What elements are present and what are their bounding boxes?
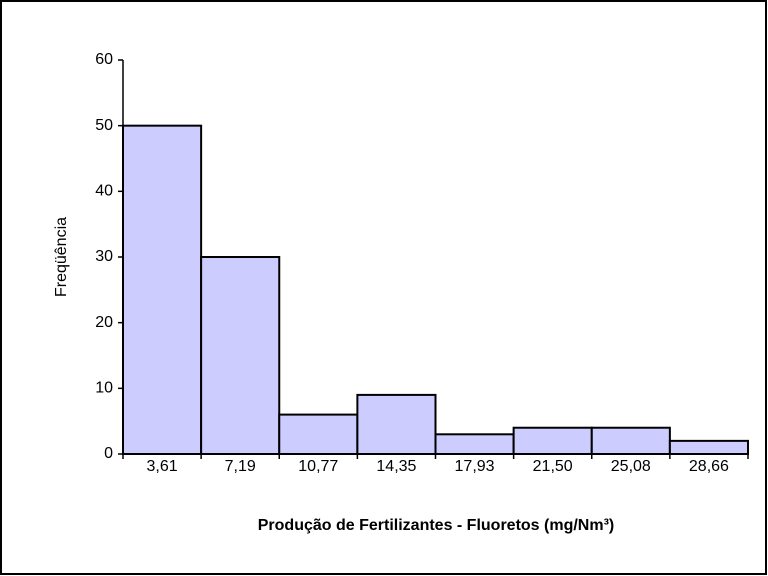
bar [356,393,437,455]
y-tick-label: 60 [95,51,113,68]
bar [200,256,281,455]
bar [122,124,203,456]
bar [278,413,359,456]
y-tick-label: 30 [95,248,113,265]
bar [434,433,515,455]
x-tick-label: 21,50 [533,458,573,475]
y-tick-label: 40 [95,183,113,200]
y-tick-label: 50 [95,117,113,134]
y-tick-label: 0 [104,445,113,462]
x-tick-label: 10,77 [298,458,338,475]
x-axis-title: Produção de Fertilizantes - Fluoretos (m… [258,517,614,534]
bar [590,426,671,456]
bar [512,426,593,456]
y-tick-label: 20 [95,314,113,331]
y-tick-label: 10 [95,380,113,397]
bar [668,439,749,456]
x-tick-label: 25,08 [611,458,651,475]
y-axis-title: Freqüência [53,217,70,297]
x-tick-label: 3,61 [146,458,177,475]
x-tick-label: 28,66 [689,458,729,475]
x-tick-label: 7,19 [225,458,256,475]
x-tick-label: 14,35 [376,458,416,475]
x-tick-label: 17,93 [455,458,495,475]
